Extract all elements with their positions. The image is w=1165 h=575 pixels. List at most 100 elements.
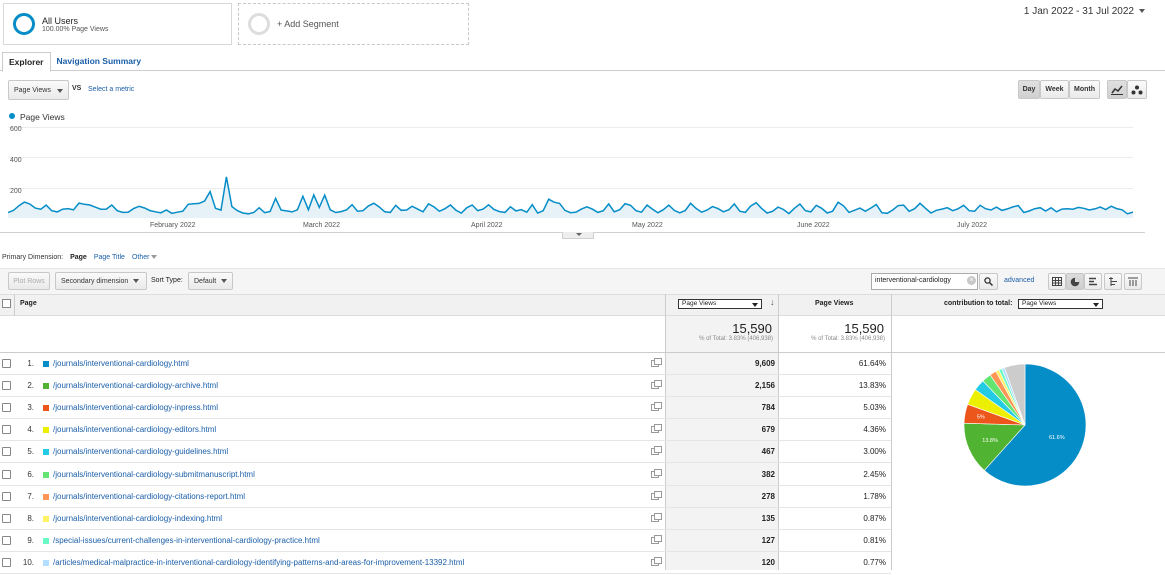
- date-range-picker[interactable]: 1 Jan 2022 - 31 Jul 2022: [1024, 6, 1145, 17]
- contribution-metric-select[interactable]: Page Views: [1018, 299, 1103, 309]
- row-page-link[interactable]: /journals/interventional-cardiology.html: [53, 359, 189, 368]
- row-checkbox[interactable]: [2, 469, 11, 479]
- table-row: 3. /journals/interventional-cardiology-in…: [0, 397, 891, 420]
- row-page-link[interactable]: /journals/interventional-cardiology-inde…: [53, 513, 222, 523]
- row-page-link[interactable]: /journals/interventional-cardiology-subm…: [53, 469, 255, 479]
- select-metric-link[interactable]: Select a metric: [88, 86, 135, 93]
- row-page-views: 127: [761, 535, 775, 545]
- row-page-link[interactable]: /journals/interventional-cardiology-edit…: [53, 425, 217, 435]
- row-number: 8.: [27, 513, 34, 523]
- view-performance-button[interactable]: [1084, 273, 1102, 290]
- x-tick-march: March 2022: [303, 222, 340, 229]
- header-page-views[interactable]: Page Views: [815, 300, 854, 307]
- row-page-link[interactable]: /journals/interventional-cardiology-arch…: [53, 381, 218, 391]
- external-link-icon[interactable]: [651, 380, 662, 390]
- row-checkbox[interactable]: [2, 403, 11, 413]
- primary-dimension-page[interactable]: Page: [70, 254, 87, 261]
- table-row: 9. /special-issues/current-challenges-in-…: [0, 530, 891, 552]
- collapse-chart-handle[interactable]: [562, 232, 594, 239]
- external-link-icon[interactable]: [651, 556, 662, 566]
- row-page-views: 2,156: [754, 381, 775, 391]
- tab-divider: [0, 70, 1165, 71]
- view-term-cloud-button[interactable]: [1124, 273, 1142, 290]
- row-percent: 4.36%: [863, 425, 886, 435]
- pivot-icon: [1128, 277, 1138, 286]
- search-icon: [984, 277, 993, 286]
- plot-rows-button[interactable]: Plot Rows: [8, 272, 50, 290]
- line-chart-button[interactable]: [1107, 80, 1127, 99]
- tab-navigation-summary[interactable]: Navigation Summary: [56, 56, 142, 66]
- row-checkbox[interactable]: [2, 425, 11, 435]
- pie-chart-svg: 61.6% 13.8% 5%: [963, 363, 1087, 487]
- primary-dimension-page-title[interactable]: Page Title: [93, 254, 125, 261]
- row-checkbox[interactable]: [2, 491, 11, 501]
- row-percent: 3.00%: [863, 447, 886, 457]
- x-tick-february: February 2022: [150, 222, 196, 229]
- row-number: 4.: [27, 425, 34, 435]
- row-percent: 2.45%: [863, 469, 886, 479]
- area-fill: [8, 176, 1133, 218]
- row-page-link[interactable]: /journals/interventional-cardiology-inpr…: [53, 403, 218, 413]
- primary-dimension-other[interactable]: Other: [132, 254, 158, 261]
- external-link-icon[interactable]: [651, 490, 662, 500]
- metric-select[interactable]: Page Views: [8, 80, 69, 100]
- row-page-link[interactable]: /special-issues/current-challenges-in-in…: [53, 535, 320, 545]
- page-views-line-chart[interactable]: [8, 118, 1133, 220]
- external-link-icon[interactable]: [651, 534, 662, 544]
- row-checkbox[interactable]: [2, 359, 11, 368]
- row-page-link[interactable]: /articles/medical-malpractice-in-interve…: [53, 557, 465, 567]
- view-data-table-button[interactable]: [1048, 273, 1066, 290]
- view-comparison-button[interactable]: [1104, 273, 1122, 290]
- tab-explorer[interactable]: Explorer: [2, 52, 51, 72]
- totals-row: [0, 316, 1165, 353]
- segment-all-users[interactable]: All Users 100.00% Page Views: [3, 3, 232, 45]
- search-button[interactable]: [979, 273, 998, 290]
- row-checkbox[interactable]: [2, 535, 11, 545]
- external-link-icon[interactable]: [651, 512, 662, 522]
- line-chart-icon: [1111, 85, 1123, 95]
- row-color-swatch: [43, 383, 49, 390]
- row-page-link[interactable]: /journals/interventional-cardiology-cita…: [53, 491, 246, 501]
- row-checkbox[interactable]: [2, 513, 11, 523]
- external-link-icon[interactable]: [651, 358, 662, 367]
- external-link-icon[interactable]: [651, 468, 662, 478]
- column-separator: [665, 294, 666, 570]
- header-metric-select[interactable]: Page Views: [678, 299, 762, 309]
- secondary-dimension-select[interactable]: Secondary dimension: [55, 272, 147, 290]
- granularity-month-button[interactable]: Month: [1069, 80, 1100, 99]
- vs-label: VS: [72, 85, 82, 92]
- external-link-icon[interactable]: [651, 424, 662, 434]
- motion-chart-button[interactable]: [1127, 80, 1147, 99]
- granularity-day-button[interactable]: Day: [1018, 80, 1040, 99]
- row-page-link[interactable]: /journals/interventional-cardiology-guid…: [53, 447, 229, 457]
- row-checkbox[interactable]: [2, 447, 11, 457]
- contribution-metric-label: Page Views: [1022, 300, 1057, 307]
- comparison-icon: [1109, 277, 1117, 286]
- row-page-views: 120: [761, 557, 775, 567]
- external-link-icon[interactable]: [651, 402, 662, 412]
- view-pie-button[interactable]: [1066, 273, 1084, 290]
- y-tick-400: 400: [10, 157, 22, 164]
- external-link-icon[interactable]: [651, 446, 662, 456]
- table-row: 10. /articles/medical-malpractice-in-inte…: [0, 552, 891, 574]
- granularity-week-button[interactable]: Week: [1040, 80, 1069, 99]
- table-filter-input[interactable]: interventional-cardiology: [871, 273, 978, 290]
- header-page[interactable]: Page: [20, 300, 37, 307]
- x-tick-july: July 2022: [957, 222, 987, 229]
- row-percent: 1.78%: [863, 491, 886, 501]
- row-page-views: 467: [761, 447, 775, 457]
- chevron-down-icon: [1093, 303, 1099, 307]
- advanced-filter-link[interactable]: advanced: [1004, 277, 1035, 284]
- row-checkbox[interactable]: [2, 381, 11, 391]
- contribution-pie-chart[interactable]: 61.6% 13.8% 5%: [960, 362, 1090, 494]
- row-checkbox[interactable]: [2, 557, 11, 567]
- sort-descending-icon[interactable]: ↓: [770, 297, 775, 307]
- select-all-checkbox[interactable]: [2, 299, 11, 308]
- add-segment-button[interactable]: + Add Segment: [238, 3, 469, 45]
- table-row: 5. /journals/interventional-cardiology-gu…: [0, 441, 891, 464]
- row-percent: 5.03%: [863, 403, 886, 413]
- clear-filter-icon[interactable]: ×: [967, 276, 976, 285]
- row-number: 1.: [27, 359, 34, 368]
- sort-type-select[interactable]: Default: [188, 272, 233, 290]
- total-subtext-1: % of Total: 3.83% (406,938): [699, 336, 773, 342]
